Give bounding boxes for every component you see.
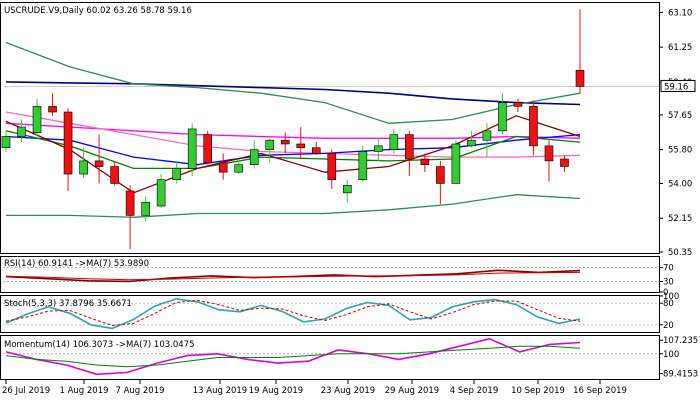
rsi-panel-frame: [0, 256, 660, 293]
candle-down: [125, 190, 135, 216]
price-panel: USCRUDE.V9,Daily 60.02 63.26 58.78 59.16…: [0, 2, 696, 258]
candle-up: [342, 185, 352, 194]
candle-up: [32, 106, 42, 133]
indicator-line: [5, 271, 581, 281]
last-price-marker: 59.16: [660, 79, 696, 92]
price-panel-title: USCRUDE.V9,Daily 60.02 63.26 58.78 59.16: [4, 6, 192, 16]
date-label: 4 Sep 2019: [450, 386, 498, 396]
candle-down: [529, 106, 538, 147]
date-label: 23 Aug 2019: [321, 386, 375, 396]
date-label: 7 Aug 2019: [115, 386, 164, 396]
last-price-box: [660, 79, 696, 92]
candle-down: [218, 162, 228, 173]
candle-up: [249, 149, 259, 165]
price-panel-frame: [0, 2, 660, 254]
candle-up: [172, 168, 181, 180]
candle-up: [141, 201, 150, 216]
candle-down: [311, 147, 321, 154]
candle-down: [420, 158, 430, 165]
indicator-line: [5, 337, 581, 376]
price-axis-label: 55.80: [668, 146, 692, 156]
last-price-label: 59.16: [664, 82, 688, 92]
date-label: 10 Sep 2019: [511, 386, 565, 396]
candle-down: [575, 69, 585, 87]
indicator-line: [6, 194, 581, 218]
candle-down: [513, 102, 523, 107]
candle-down: [560, 158, 569, 167]
price-axis-label: 63.10: [668, 8, 692, 18]
axis-label: 30: [663, 278, 674, 288]
indicator-line: [5, 298, 581, 330]
candle-up: [265, 139, 275, 150]
price-axis-label: 57.65: [668, 111, 692, 121]
indicator-line: [5, 130, 581, 170]
candle-up: [374, 145, 383, 152]
price-axis-label: 61.25: [668, 43, 692, 53]
momentum-panel: Momentum(14) 106.3073 ->MA(7) 103.0475 1…: [0, 335, 700, 380]
candle-up: [187, 128, 197, 169]
axis-label: 0: [663, 288, 668, 298]
candle-down: [110, 166, 119, 184]
candle-down: [436, 166, 445, 184]
candle-down: [48, 106, 57, 113]
date-label: 16 Sep 2019: [573, 386, 627, 396]
momentum-panel-frame: [0, 335, 660, 380]
date-label: 13 Aug 2019: [193, 386, 247, 396]
axis-label: 100: [663, 292, 679, 302]
indicator-line: [5, 81, 581, 106]
price-axis-label: 54.00: [668, 179, 692, 189]
indicator-line: [5, 133, 581, 166]
indicator-line: [5, 299, 581, 327]
axis-label: 107.2357: [663, 336, 700, 346]
date-label: 19 Aug 2019: [249, 386, 303, 396]
stoch-panel-title: Stoch(5,3,3) 37.8796 35.6671: [4, 299, 132, 309]
axis-label: 80: [663, 299, 674, 309]
date-label: 26 Jul 2019: [2, 386, 50, 396]
axis-label: 100: [663, 350, 679, 360]
momentum-panel-title: Momentum(14) 106.3073 ->MA(7) 103.0475: [4, 340, 194, 350]
candle-down: [63, 111, 73, 175]
candle-up: [156, 179, 166, 207]
candle-up: [17, 126, 26, 137]
indicator-line: [5, 345, 581, 368]
axis-label: 70: [663, 264, 674, 274]
indicator-line: [5, 41, 581, 124]
date-label: 29 Aug 2019: [385, 386, 439, 396]
candle-up: [1, 136, 11, 149]
candle-up: [79, 160, 88, 175]
price-axis-label: 52.15: [668, 214, 692, 224]
candle-up: [234, 164, 244, 173]
candle-down: [280, 139, 290, 145]
candle-down: [94, 160, 104, 167]
candle-down: [327, 153, 337, 180]
candle-down: [405, 134, 414, 160]
stoch-panel-frame: [0, 295, 660, 333]
candle-up: [482, 130, 492, 141]
axis-label: 20: [663, 321, 674, 331]
candle-up: [389, 134, 399, 150]
axis-label: 89.4153: [663, 370, 698, 380]
date-label: 1 Aug 2019: [59, 386, 108, 396]
candle-up: [451, 143, 461, 184]
candle-up: [498, 102, 507, 132]
price-axis-label: 50.35: [668, 248, 692, 258]
candle-down: [544, 145, 554, 162]
candle-up: [358, 151, 368, 180]
candle-down: [296, 143, 306, 149]
indicator-line: [5, 111, 581, 158]
rsi-panel: RSI(14) 60.9141 ->MA(7) 53.9890 70 300: [0, 256, 674, 298]
candle-up: [467, 139, 476, 147]
candle-down: [203, 134, 212, 164]
rsi-panel-title: RSI(14) 60.9141 ->MA(7) 53.9890: [4, 259, 149, 269]
date-axis: 26 Jul 2019 1 Aug 2019 7 Aug 2019 13 Aug 20…: [2, 380, 627, 396]
